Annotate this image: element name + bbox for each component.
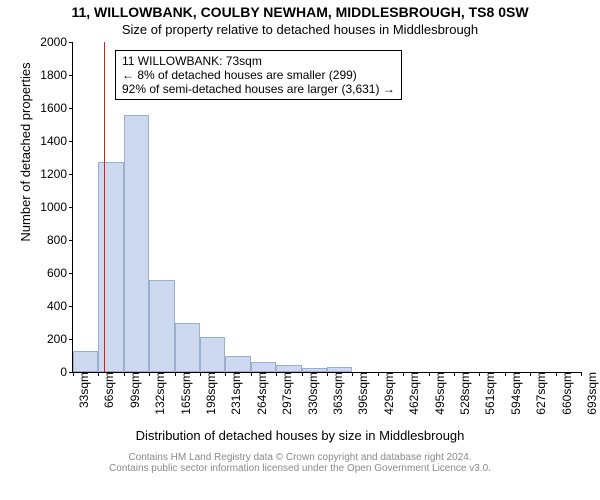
xtick-label: 528sqm	[454, 372, 472, 415]
footer-line-2: Contains public sector information licen…	[0, 463, 600, 474]
footer: Contains HM Land Registry data © Crown c…	[0, 452, 600, 474]
chart-title: 11, WILLOWBANK, COULBY NEWHAM, MIDDLESBR…	[0, 4, 600, 20]
xtick-label: 330sqm	[302, 372, 320, 415]
histogram-bar	[302, 368, 327, 372]
ytick-label: 0	[60, 365, 73, 379]
xtick-label: 594sqm	[505, 372, 523, 415]
xtick-label: 99sqm	[124, 372, 142, 408]
xtick-label: 561sqm	[479, 372, 497, 415]
annotation-box: 11 WILLOWBANK: 73sqm← 8% of detached hou…	[115, 50, 402, 100]
annotation-line: 11 WILLOWBANK: 73sqm	[122, 54, 395, 68]
xtick-label: 495sqm	[429, 372, 447, 415]
xtick-label: 396sqm	[352, 372, 370, 415]
xtick-label: 231sqm	[225, 372, 243, 415]
histogram-bar	[175, 323, 200, 373]
y-axis-label: Number of detached properties	[18, 0, 33, 317]
ytick-label: 200	[47, 332, 73, 346]
ytick-label: 2000	[40, 35, 73, 49]
xtick-label: 297sqm	[276, 372, 294, 415]
ytick-label: 600	[47, 266, 73, 280]
xtick-label: 627sqm	[530, 372, 548, 415]
chart-container: 11, WILLOWBANK, COULBY NEWHAM, MIDDLESBR…	[0, 0, 600, 500]
x-axis-label: Distribution of detached houses by size …	[0, 428, 600, 443]
histogram-bar	[200, 337, 225, 372]
xtick-label: 165sqm	[175, 372, 193, 415]
ytick-label: 400	[47, 299, 73, 313]
histogram-bar	[225, 356, 250, 373]
footer-line-1: Contains HM Land Registry data © Crown c…	[0, 452, 600, 463]
xtick-label: 264sqm	[251, 372, 269, 415]
plot-area: 020040060080010001200140016001800200033s…	[72, 42, 581, 373]
xtick-label: 429sqm	[378, 372, 396, 415]
xtick-label: 462sqm	[403, 372, 421, 415]
ytick-label: 1800	[40, 68, 73, 82]
xtick-label: 693sqm	[581, 372, 599, 415]
ytick-label: 800	[47, 233, 73, 247]
histogram-bar	[327, 367, 352, 372]
ytick-label: 1400	[40, 134, 73, 148]
ytick-label: 1000	[40, 200, 73, 214]
histogram-bar	[276, 365, 301, 372]
histogram-bar	[149, 280, 174, 372]
xtick-label: 363sqm	[327, 372, 345, 415]
xtick-label: 132sqm	[149, 372, 167, 415]
histogram-bar	[73, 351, 98, 372]
histogram-bar	[98, 162, 123, 372]
xtick-label: 198sqm	[200, 372, 218, 415]
xtick-label: 33sqm	[73, 372, 91, 408]
reference-line	[104, 42, 105, 372]
histogram-bar	[251, 362, 276, 372]
histogram-bar	[124, 115, 149, 372]
ytick-label: 1200	[40, 167, 73, 181]
chart-subtitle: Size of property relative to detached ho…	[0, 22, 600, 37]
annotation-line: 92% of semi-detached houses are larger (…	[122, 82, 395, 96]
ytick-label: 1600	[40, 101, 73, 115]
annotation-line: ← 8% of detached houses are smaller (299…	[122, 68, 395, 82]
xtick-label: 660sqm	[556, 372, 574, 415]
xtick-label: 66sqm	[98, 372, 116, 408]
